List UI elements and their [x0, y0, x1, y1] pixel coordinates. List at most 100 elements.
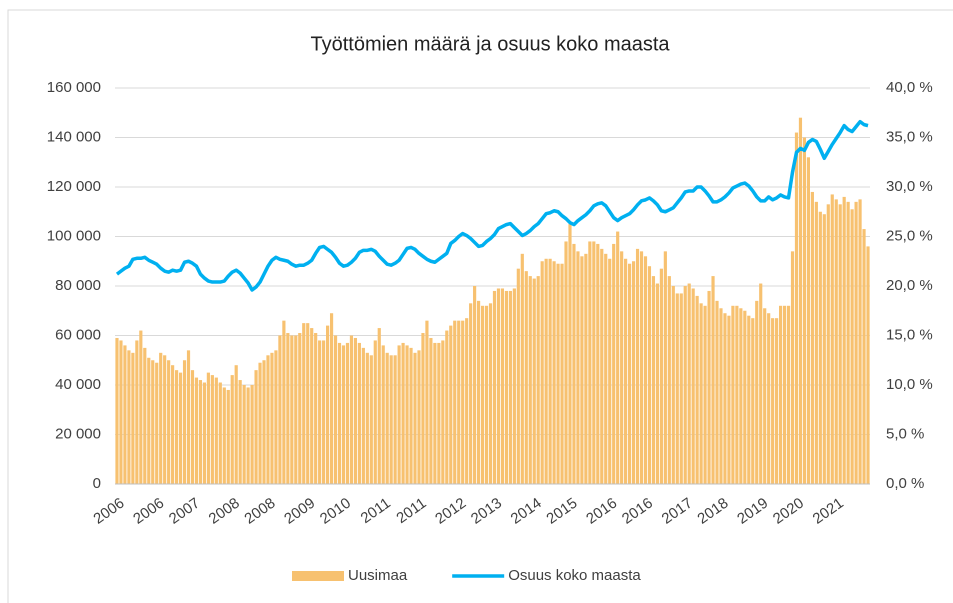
bar: [405, 345, 409, 484]
bar: [771, 318, 775, 484]
bar: [639, 251, 644, 484]
bar: [274, 350, 278, 484]
bar: [516, 268, 520, 484]
bar: [357, 342, 361, 484]
bar: [397, 345, 401, 484]
y2-tick-label: 35,0 %: [886, 128, 933, 145]
bar: [445, 330, 449, 484]
bar: [425, 320, 429, 484]
bar: [612, 243, 616, 484]
bar: [830, 194, 834, 485]
bar: [437, 342, 441, 484]
bar: [488, 303, 493, 484]
bar: [846, 201, 850, 484]
bar: [743, 310, 747, 484]
bar: [802, 137, 807, 484]
bar: [226, 389, 230, 484]
bar: [314, 333, 318, 484]
bar: [369, 355, 373, 484]
bar: [818, 211, 822, 484]
bar: [663, 251, 667, 484]
y2-tick-label: 0,0 %: [886, 475, 924, 492]
bar: [651, 276, 656, 484]
bar: [349, 335, 354, 484]
bar: [329, 313, 334, 484]
bar: [596, 243, 600, 484]
bar: [294, 335, 298, 484]
bar: [858, 199, 862, 484]
line: [115, 119, 869, 292]
y-tick-label: 120 000: [47, 178, 101, 195]
bar: [198, 380, 203, 484]
bar: [302, 323, 306, 484]
bar: [564, 241, 568, 484]
bar: [159, 352, 163, 484]
bar: [210, 375, 214, 484]
y2-tick-label: 30,0 %: [886, 178, 933, 195]
bar: [381, 345, 385, 484]
bar: [206, 372, 210, 484]
bar: [214, 377, 218, 484]
bar: [186, 350, 191, 484]
y2-tick-label: 40,0 %: [886, 79, 933, 96]
bar: [763, 308, 767, 484]
bar: [385, 352, 389, 484]
bar: [731, 305, 735, 484]
bar: [707, 290, 711, 484]
bar: [286, 333, 290, 484]
bar: [477, 300, 481, 484]
bar: [182, 360, 187, 484]
bar: [544, 258, 548, 484]
bar: [687, 283, 691, 484]
bar: [528, 276, 532, 484]
bar: [624, 258, 628, 484]
bar: [775, 318, 779, 484]
bar: [123, 345, 127, 484]
bar: [326, 325, 330, 484]
bar: [588, 241, 592, 484]
bar: [866, 246, 870, 484]
bar: [389, 355, 393, 484]
bar: [178, 372, 183, 484]
bar: [417, 350, 421, 484]
bar: [810, 191, 814, 484]
bar: [520, 253, 524, 484]
bar: [504, 290, 508, 484]
bar: [790, 251, 795, 484]
bar: [194, 377, 199, 484]
bar: [234, 365, 238, 484]
bar: [131, 352, 135, 484]
bar: [496, 288, 501, 484]
bar: [230, 375, 234, 484]
bar: [794, 132, 799, 485]
bar: [322, 340, 326, 484]
bar: [480, 305, 485, 484]
bar: [628, 263, 632, 484]
bar: [552, 261, 556, 484]
bar: [719, 308, 723, 484]
bar: [711, 276, 715, 484]
bar: [457, 320, 461, 484]
bar: [767, 313, 771, 484]
bar: [671, 286, 675, 484]
bar: [469, 303, 473, 484]
bar: [620, 251, 624, 484]
y-tick-label: 140 000: [47, 128, 101, 145]
bar: [699, 303, 703, 484]
bar: [465, 318, 469, 484]
bar: [786, 305, 791, 484]
bar: [298, 333, 302, 484]
bar: [826, 204, 830, 484]
bar: [576, 251, 580, 484]
bar: [659, 268, 663, 484]
bar: [850, 209, 854, 484]
bar: [580, 256, 584, 484]
bar: [532, 278, 536, 484]
bar: [798, 117, 803, 484]
bar: [341, 345, 346, 484]
bar: [560, 263, 564, 484]
bar: [163, 355, 167, 484]
bar: [675, 293, 679, 484]
legend-label: Osuus koko maasta: [508, 567, 641, 584]
bar: [461, 320, 465, 484]
